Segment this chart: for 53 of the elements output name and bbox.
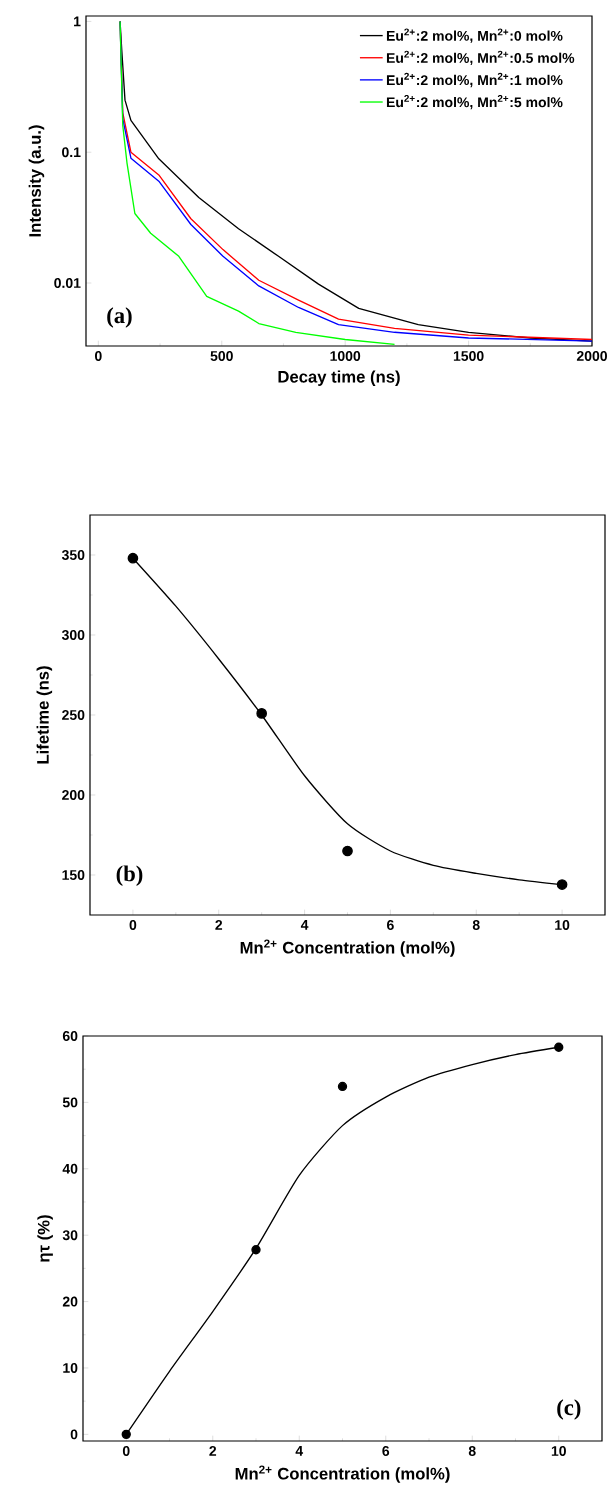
legend-label: Eu$^{2+}$:2 mol%, Mn$^{2+}$:5 mol%: [386, 94, 563, 110]
x-tick-label: 2: [209, 1446, 217, 1456]
x-tick-label: 1000: [330, 351, 361, 361]
x-axis-title: Decay time (ns): [278, 370, 400, 386]
y-tick-label: 300: [61, 630, 85, 640]
point: [127, 552, 139, 564]
x-tick-label: 2: [215, 920, 223, 930]
annotation: (a): [107, 307, 132, 328]
y-tick-label: 50: [62, 1097, 78, 1108]
x-tick-label: 8: [472, 920, 480, 930]
point: [554, 1042, 564, 1052]
x-tick-label: 6: [382, 1446, 390, 1456]
x-tick-label: 0: [129, 920, 137, 930]
x-tick-label: 4: [300, 920, 309, 930]
x-tick-label: 1500: [453, 351, 484, 361]
y-tick-label: 250: [62, 710, 85, 720]
legend-label: Eu$^{2+}$:2 mol%, Mn$^{2+}$:0.5 mol%: [386, 50, 575, 65]
x-tick-label: 8: [468, 1446, 476, 1456]
y-tick-label: 0: [70, 1429, 78, 1440]
y-tick-label: 10: [63, 1363, 78, 1373]
x-tick-label: 10: [551, 1446, 566, 1456]
y-tick-label: 0.01: [54, 278, 81, 288]
x-axis-title: Mn$^{2+}$ Concentration (mol%): [235, 1465, 450, 1483]
x-tick-label: 4: [295, 1446, 304, 1456]
y-tick-label: 30: [62, 1230, 78, 1241]
legend-label: Eu$^{2+}$:2 mol%, Mn$^{2+}$:1 mol%: [386, 72, 563, 88]
x-tick-label: 2000: [576, 351, 607, 361]
y-axis-title: Lifetime (ns): [36, 666, 53, 764]
y-tick-label: 150: [62, 870, 85, 880]
point: [251, 1245, 261, 1255]
legend-label: Eu$^{2+}$:2 mol%, Mn$^{2+}$:0 mol%: [386, 28, 563, 43]
y-tick-label: 1: [74, 16, 81, 27]
point: [556, 879, 568, 890]
x-tick-label: 10: [555, 920, 570, 930]
point: [337, 1081, 348, 1092]
y-tick-label: 0.1: [62, 147, 81, 158]
y-tick-label: 350: [61, 550, 85, 560]
x-tick-label: 6: [387, 920, 394, 930]
point: [121, 1429, 131, 1440]
annotation: (c): [557, 1399, 581, 1420]
point: [256, 708, 267, 719]
x-axis-title: Mn$^{2+}$ Concentration (mol%): [240, 939, 455, 957]
y-axis-title: ητ (%): [37, 1215, 53, 1262]
y-tick-label: 20: [62, 1296, 78, 1307]
y-axis-title: Intensity (a.u.): [28, 125, 45, 237]
annotation: (b): [116, 865, 143, 886]
point: [342, 845, 353, 857]
x-tick-label: 0: [94, 351, 102, 361]
x-tick-label: 500: [210, 351, 233, 361]
y-tick-label: 40: [62, 1163, 78, 1174]
y-tick-label: 200: [62, 790, 85, 800]
y-tick-label: 60: [62, 1031, 78, 1041]
x-tick-label: 0: [122, 1446, 130, 1456]
